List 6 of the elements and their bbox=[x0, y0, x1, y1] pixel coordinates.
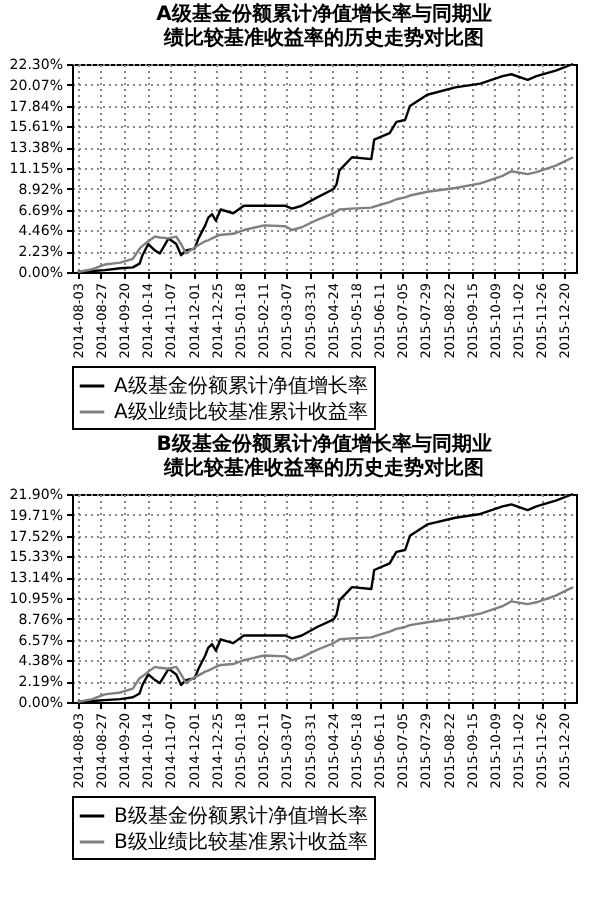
chart-title: B级基金份额累计净值增长率与同期业绩比较基准收益率的历史走势对比图 bbox=[156, 432, 492, 480]
chart-title: A级基金份额累计净值增长率与同期业绩比较基准收益率的历史走势对比图 bbox=[156, 2, 492, 50]
legend-label: B级业绩比较基准累计收益率 bbox=[114, 830, 368, 854]
legend-label: A级业绩比较基准累计收益率 bbox=[114, 400, 368, 424]
legend-label: A级基金份额累计净值增长率 bbox=[114, 374, 368, 398]
legend-label: B级基金份额累计净值增长率 bbox=[114, 804, 368, 828]
